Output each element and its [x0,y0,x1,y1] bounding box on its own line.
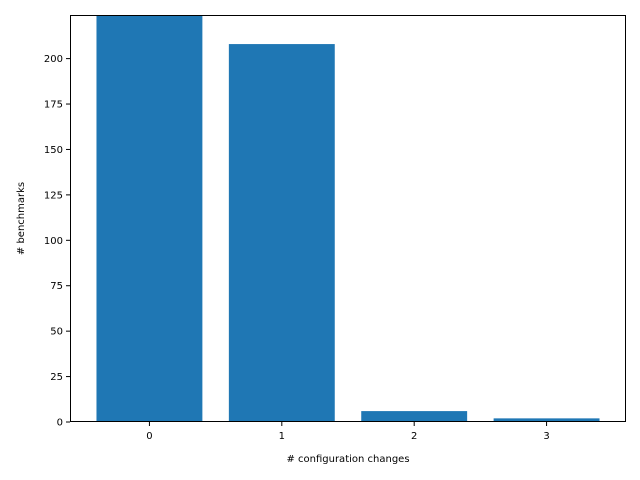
x-axis-label: # configuration changes [286,454,409,465]
x-tick-label: 0 [146,431,152,442]
y-tick-label: 75 [50,281,63,292]
x-tick-label: 3 [543,431,549,442]
plot-frame [70,15,626,422]
bars-group [96,15,600,422]
bar-3 [493,418,600,422]
y-tick-label: 50 [50,327,63,338]
x-tick-label: 1 [279,431,285,442]
y-tick-label: 175 [44,100,63,111]
y-tick-label: 25 [50,372,63,383]
y-tick-label: 150 [44,145,63,156]
y-tick-label: 100 [44,236,63,247]
y-axis-label: # benchmarks [16,182,27,255]
y-tick-label: 200 [44,54,63,65]
bar-0 [96,15,203,422]
bar-1 [228,44,335,422]
y-tick-label: 0 [57,418,63,429]
y-tick-label: 125 [44,190,63,201]
y-axis-ticks: 0 25 50 75 100 125 150 175 200 [44,54,70,429]
x-axis-ticks: 0 1 2 3 [146,422,550,442]
bar-2 [361,411,468,422]
x-tick-label: 2 [411,431,417,442]
